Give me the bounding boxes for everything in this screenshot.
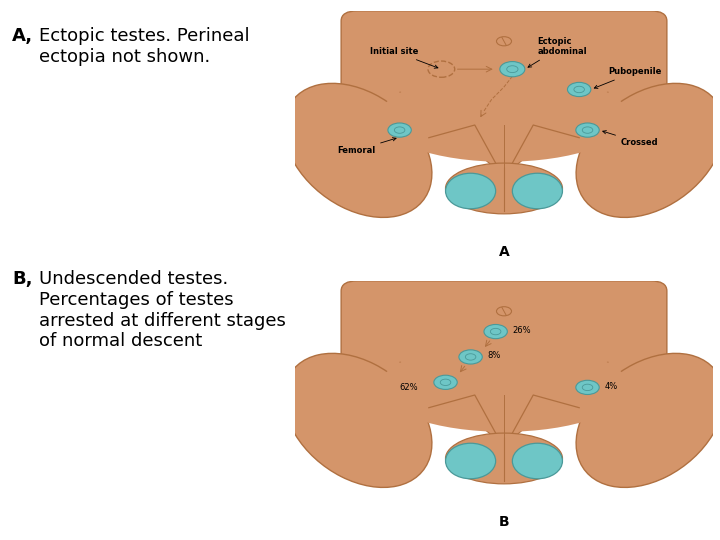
Ellipse shape bbox=[379, 343, 629, 432]
Text: Initial site: Initial site bbox=[370, 47, 438, 68]
FancyBboxPatch shape bbox=[341, 281, 667, 372]
Text: Pubopenile: Pubopenile bbox=[594, 68, 662, 89]
Text: B,: B, bbox=[12, 270, 32, 288]
Circle shape bbox=[500, 62, 525, 77]
Ellipse shape bbox=[446, 163, 562, 214]
Text: 4%: 4% bbox=[604, 382, 618, 390]
Text: Femoral: Femoral bbox=[337, 138, 396, 155]
Ellipse shape bbox=[513, 173, 562, 209]
PathPatch shape bbox=[400, 92, 608, 176]
Circle shape bbox=[459, 350, 482, 364]
Ellipse shape bbox=[446, 433, 562, 484]
Text: B: B bbox=[499, 515, 509, 529]
Text: Undescended testes.
Percentages of testes
arrested at different stages
of normal: Undescended testes. Percentages of teste… bbox=[40, 270, 286, 350]
Circle shape bbox=[388, 123, 411, 137]
Circle shape bbox=[576, 380, 599, 395]
Ellipse shape bbox=[576, 353, 720, 488]
Circle shape bbox=[484, 325, 508, 339]
Text: Ectopic testes. Perineal
ectopia not shown.: Ectopic testes. Perineal ectopia not sho… bbox=[40, 27, 250, 66]
FancyBboxPatch shape bbox=[341, 11, 667, 102]
Text: Crossed: Crossed bbox=[603, 131, 659, 147]
Text: A,: A, bbox=[12, 27, 33, 45]
Ellipse shape bbox=[379, 73, 629, 162]
Circle shape bbox=[567, 83, 591, 97]
Ellipse shape bbox=[446, 443, 495, 479]
Circle shape bbox=[434, 375, 457, 389]
Circle shape bbox=[576, 123, 599, 137]
Text: Ectopic
abdominal: Ectopic abdominal bbox=[528, 37, 587, 68]
Ellipse shape bbox=[513, 443, 562, 479]
Text: 62%: 62% bbox=[400, 383, 418, 392]
Ellipse shape bbox=[284, 83, 432, 218]
Text: 26%: 26% bbox=[513, 326, 531, 335]
Ellipse shape bbox=[446, 173, 495, 209]
Ellipse shape bbox=[284, 353, 432, 488]
Ellipse shape bbox=[576, 83, 720, 218]
Text: A: A bbox=[499, 245, 509, 259]
PathPatch shape bbox=[400, 362, 608, 446]
Text: 8%: 8% bbox=[487, 351, 500, 360]
